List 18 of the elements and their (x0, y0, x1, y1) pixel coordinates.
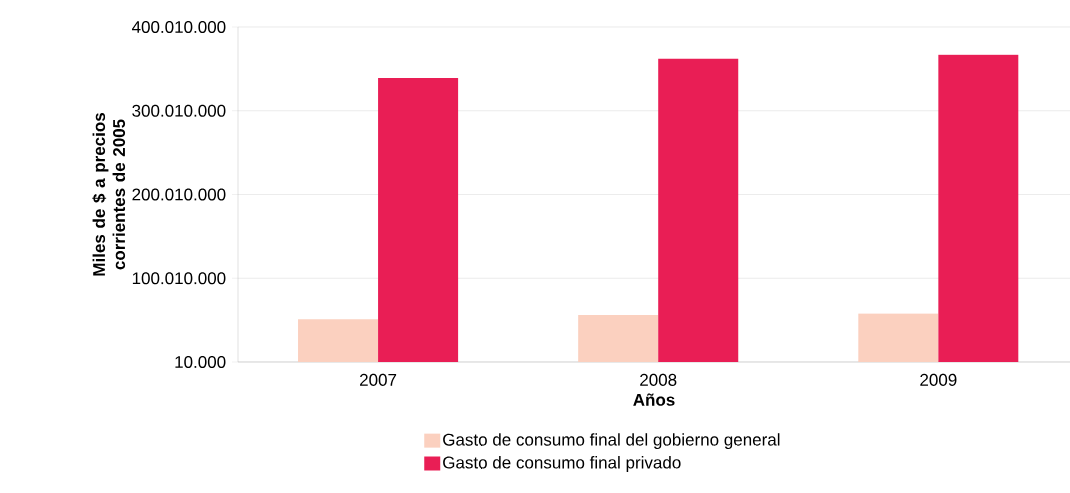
y-tick-label: 100.010.000 (132, 272, 226, 285)
y-tick-label: 400.010.000 (131, 20, 226, 34)
y-tick-label: 200.010.000 (132, 188, 226, 201)
bar (858, 313, 939, 362)
bar (938, 54, 1019, 362)
bar (378, 78, 459, 362)
legend-label: Gasto de consumo final del gobierno general (443, 433, 780, 450)
bar (298, 319, 379, 362)
y-tick-label: 10.000 (175, 355, 226, 369)
x-tick-label: 2007 (360, 373, 397, 386)
x-tick-label: 2008 (640, 373, 677, 386)
y-axis-title: Miles de $ a precios corrientes de 2005 (92, 113, 126, 276)
legend-label: Gasto de consumo final privado (443, 456, 681, 472)
y-tick-label: 300.010.000 (132, 104, 226, 117)
bar (578, 315, 659, 362)
x-axis-title: Años (633, 393, 675, 406)
x-tick-label: 2009 (920, 373, 957, 386)
bar (658, 58, 739, 362)
